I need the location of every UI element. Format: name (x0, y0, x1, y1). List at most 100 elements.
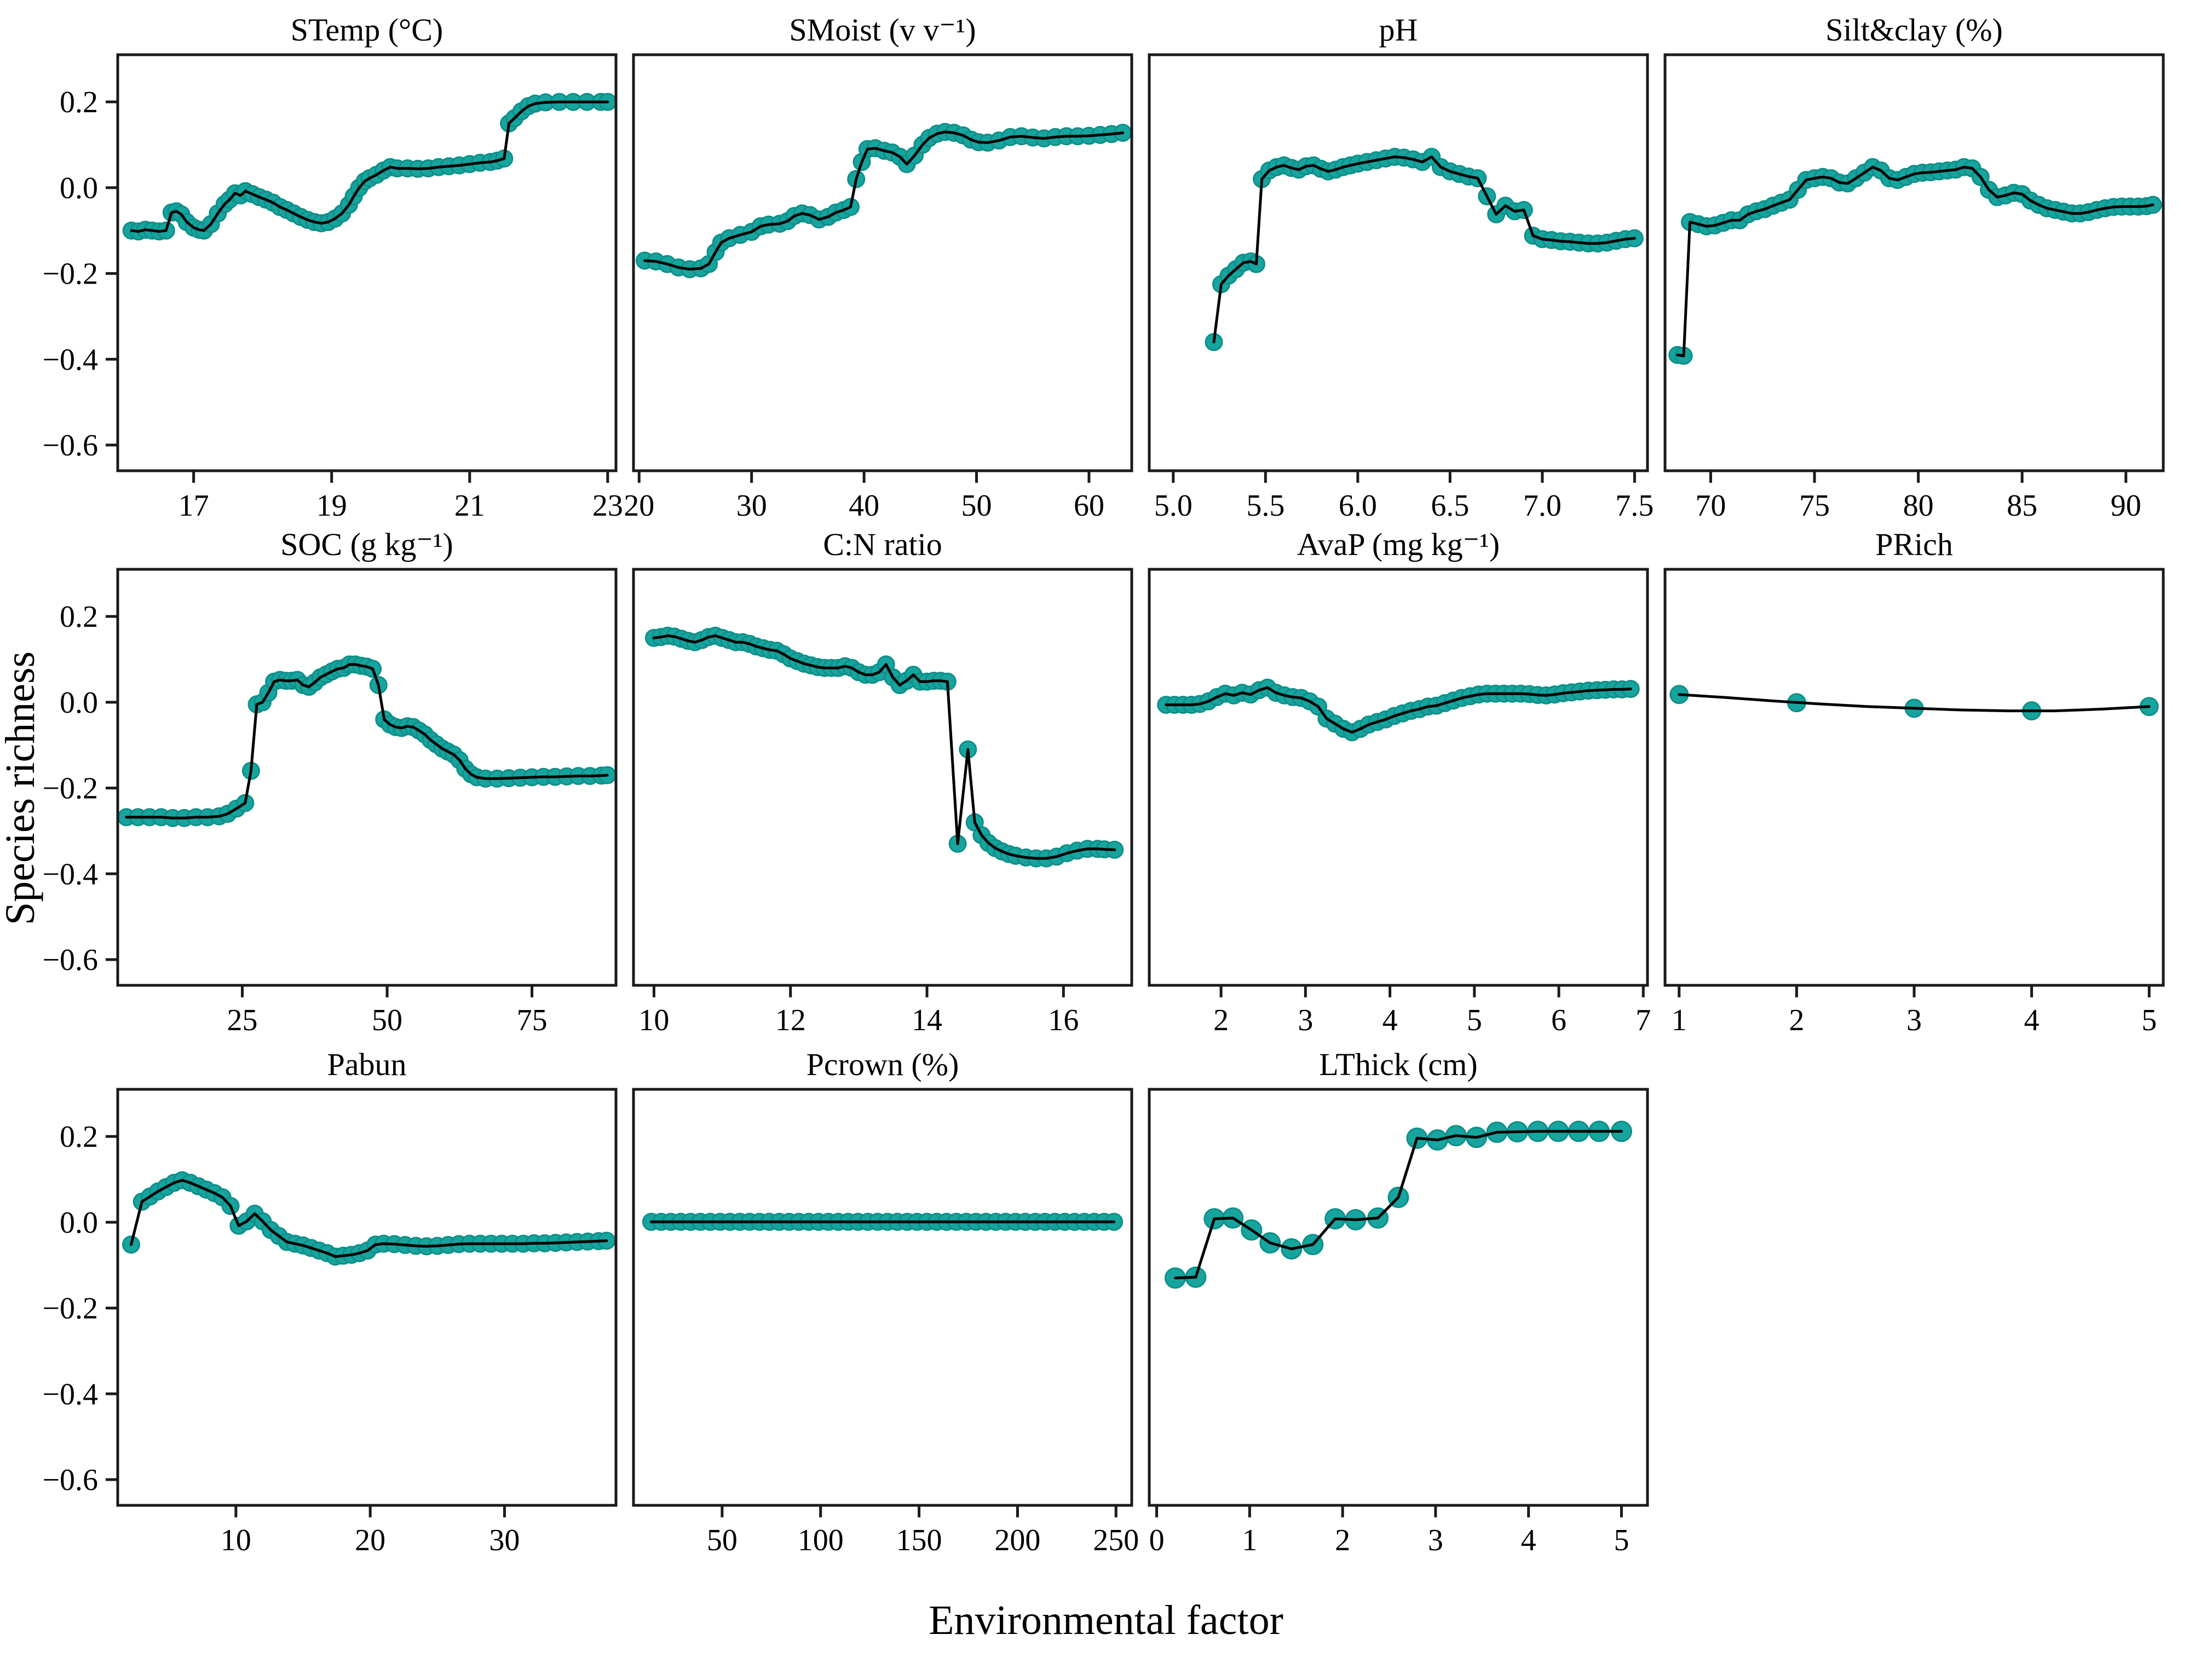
x-tick-label: 17 (178, 489, 209, 523)
x-tick-label: 75 (1799, 489, 1830, 523)
panel-title: STemp (°C) (291, 12, 443, 48)
x-tick-label: 16 (1048, 1003, 1079, 1037)
x-tick-label: 7 (1635, 1003, 1651, 1037)
panel-border (1148, 568, 1649, 987)
x-tick-label: 20 (624, 489, 654, 523)
panel-title: SMoist (v v⁻¹) (789, 12, 976, 48)
x-tick-label: 50 (372, 1003, 402, 1037)
x-tick-label: 90 (2111, 489, 2141, 523)
y-tick-label: −0.2 (42, 257, 98, 291)
panel-border (116, 568, 618, 987)
x-tick-label: 1 (1672, 1003, 1687, 1037)
y-axis-label: Species richness (0, 651, 43, 925)
x-tick-label: 85 (2007, 489, 2037, 523)
y-tick-label: 0.2 (60, 85, 98, 119)
x-tick-label: 70 (1695, 489, 1726, 523)
x-tick-label: 7.5 (1615, 489, 1654, 523)
panels-grid: STemp (°C)17 19 21 230.20.0−0.2−0.4−0.6SMoi… (42, 12, 2165, 1557)
x-tick-label: 30 (736, 489, 767, 523)
trend-line (125, 663, 609, 819)
panel-border (1663, 53, 2165, 472)
x-tick-label: 50 (707, 1523, 738, 1557)
x-tick-label: 2 (1789, 1003, 1804, 1037)
x-axis-label: Environmental factor (929, 1597, 1283, 1643)
x-tick-label: 1 (1242, 1523, 1257, 1557)
y-tick-label: 0.2 (60, 1120, 98, 1154)
trend-line (1678, 693, 2151, 713)
x-tick-label: 50 (961, 489, 992, 523)
trend-line (1212, 155, 1636, 344)
y-tick-label: −0.4 (42, 1377, 98, 1411)
y-tick-label: −0.4 (42, 343, 98, 377)
y-tick-label: 0.0 (60, 1206, 98, 1240)
x-tick-label: 14 (912, 1003, 942, 1037)
x-tick-label: 200 (994, 1523, 1040, 1557)
panel-siltclay: Silt&clay (%) 70 75 80 85 90 (1663, 12, 2165, 523)
panel-border (632, 568, 1133, 987)
panel-border (116, 1088, 618, 1507)
panel-cn: C:N ratio 10 12 14 16 (632, 527, 1133, 1037)
x-tick-label: 6.0 (1339, 489, 1377, 523)
trend-line (130, 100, 609, 233)
trend-line (652, 634, 1116, 860)
x-tick-label: 75 (517, 1003, 548, 1037)
x-tick-label: 10 (638, 1003, 669, 1037)
y-tick-label: −0.6 (42, 429, 98, 463)
panel-title: C:N ratio (823, 527, 942, 562)
x-tick-label: 4 (1382, 1003, 1398, 1037)
trend-line (1174, 1130, 1623, 1280)
panel-border (1148, 53, 1649, 472)
x-tick-label: 23 (592, 489, 623, 523)
y-tick-label: 0.2 (60, 600, 98, 634)
x-tick-label: 5 (1467, 1003, 1482, 1037)
panel-title: AvaP (mg kg⁻¹) (1297, 527, 1500, 562)
panel-title: Silt&clay (%) (1825, 12, 2003, 48)
panel-smoist: SMoist (v v⁻¹) 20 30 40 50 60 (624, 12, 1133, 523)
x-tick-label: 7.0 (1523, 489, 1562, 523)
trend-line (643, 130, 1125, 271)
panel-title: Pcrown (%) (807, 1047, 959, 1082)
x-tick-label: 25 (227, 1003, 258, 1037)
x-tick-label: 21 (454, 489, 485, 523)
panel-border (632, 53, 1133, 472)
x-tick-label: 4 (1521, 1523, 1536, 1557)
x-tick-label: 250 (1093, 1523, 1139, 1557)
x-tick-label: 19 (316, 489, 347, 523)
panel-border (1663, 568, 2165, 987)
y-tick-label: −0.2 (42, 1292, 98, 1326)
x-tick-label: 6.5 (1431, 489, 1469, 523)
x-tick-label: 10 (221, 1523, 251, 1557)
panel-prich: PRich 1 2 3 4 5 (1663, 527, 2165, 1037)
x-tick-label: 0 (1149, 1523, 1165, 1557)
panel-lthick: LThick (cm) 0 1 2 3 4 5 (1148, 1047, 1649, 1557)
y-tick-label: −0.6 (42, 943, 98, 977)
trend-line (130, 1179, 608, 1258)
panel-title: pH (1379, 12, 1418, 48)
panel-border (1148, 1088, 1649, 1507)
x-tick-label: 3 (1298, 1003, 1313, 1037)
x-tick-label: 2 (1335, 1523, 1350, 1557)
x-tick-label: 100 (798, 1523, 844, 1557)
x-tick-label: 20 (355, 1523, 385, 1557)
trend-line (1165, 686, 1632, 734)
panel-title: PRich (1875, 527, 1953, 562)
panel-soc: SOC (g kg⁻¹) 25 50 75 0.2 0.0 −0.2 −0.4 −0.6 (42, 527, 618, 1037)
panel-title: SOC (g kg⁻¹) (280, 527, 453, 562)
trend-line (1676, 165, 2155, 357)
x-tick-label: 40 (849, 489, 879, 523)
panel-ph: pH 5.0 5.5 6.0 6.5 7.0 7.5 (1148, 12, 1654, 523)
y-tick-label: −0.4 (42, 857, 98, 891)
panel-title: Pabun (327, 1047, 407, 1082)
x-tick-label: 60 (1074, 489, 1104, 523)
x-tick-label: 150 (896, 1523, 942, 1557)
x-tick-label: 5.5 (1246, 489, 1284, 523)
x-tick-label: 30 (489, 1523, 520, 1557)
panel-border (116, 53, 618, 472)
panel-title: LThick (cm) (1319, 1047, 1477, 1082)
x-tick-label: 4 (2024, 1003, 2040, 1037)
x-tick-label: 3 (1906, 1003, 1922, 1037)
x-tick-label: 2 (1213, 1003, 1229, 1037)
y-tick-label: 0.0 (60, 686, 98, 720)
